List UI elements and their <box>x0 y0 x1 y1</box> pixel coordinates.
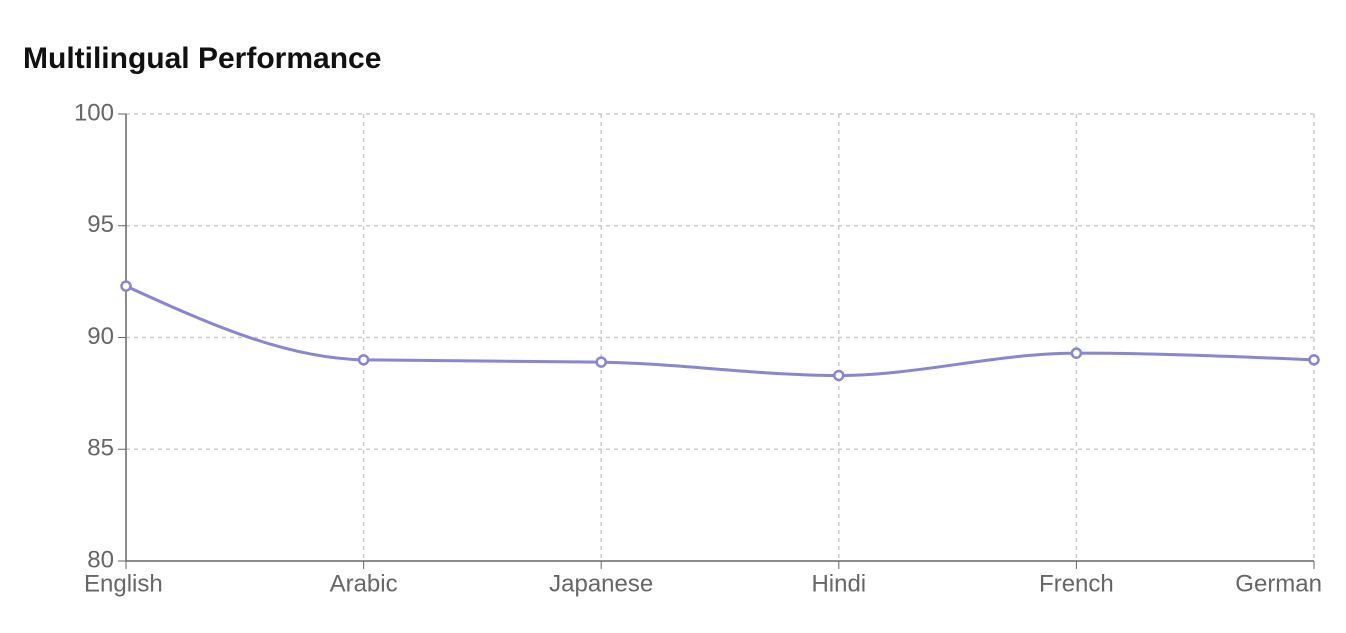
x-tick-label: English <box>84 570 163 597</box>
y-tick-label: 95 <box>87 211 114 238</box>
y-tick-label: 100 <box>74 99 114 126</box>
point <box>595 356 607 368</box>
point <box>1070 347 1083 359</box>
point <box>833 369 845 382</box>
point <box>1308 354 1320 366</box>
x-tick-label: German <box>1235 570 1322 597</box>
point <box>120 280 132 292</box>
x-tick-label: Arabic <box>330 570 398 597</box>
x-tick-label: Japanese <box>549 570 653 597</box>
y-tick-label: 80 <box>87 546 114 573</box>
y-tick-label: 90 <box>87 323 114 350</box>
chart-title: Multilingual Performance <box>23 42 381 75</box>
x-tick-label: Hindi <box>811 570 866 597</box>
point <box>357 354 370 366</box>
y-tick-label: 85 <box>87 435 114 462</box>
line <box>125 284 1315 377</box>
x-tick-label: French <box>1039 570 1114 597</box>
